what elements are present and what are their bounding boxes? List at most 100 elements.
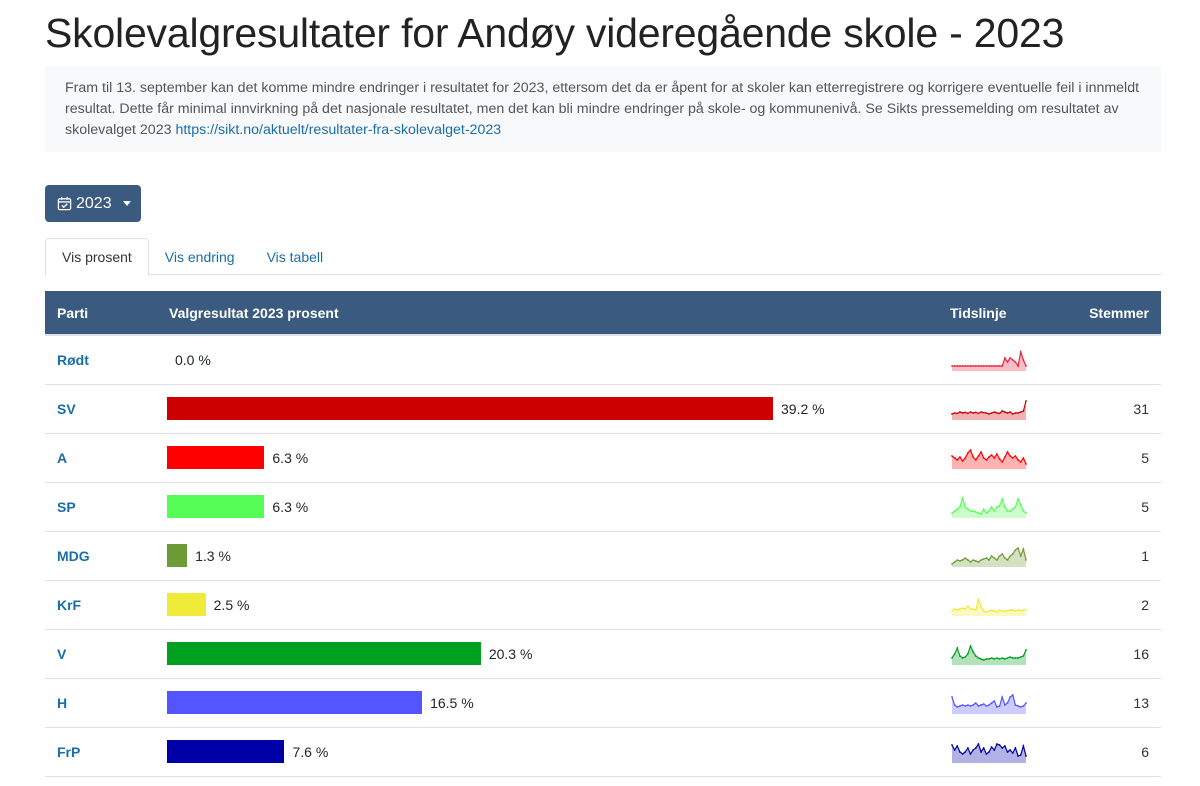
sparkline-point: [990, 656, 993, 659]
sparkline-point: [1011, 456, 1014, 459]
sparkline-point: [964, 556, 967, 559]
sparkline-point: [977, 656, 980, 659]
sparkline-point: [964, 750, 967, 753]
result-bar: [167, 397, 773, 420]
tab-vis-prosent[interactable]: Vis prosent: [45, 238, 149, 276]
sparkline-point: [1019, 410, 1022, 413]
sparkline-point: [985, 556, 988, 559]
sparkline-point: [977, 597, 980, 600]
party-link[interactable]: MDG: [57, 547, 90, 564]
sparkline-area: [952, 743, 1026, 763]
sparkline-point: [964, 607, 967, 610]
sparkline-point: [972, 411, 975, 414]
sparkline-point: [961, 496, 964, 499]
sparkline-point: [1014, 505, 1017, 508]
sparkline-point: [969, 560, 972, 563]
press-release-link[interactable]: https://sikt.no/aktuelt/resultater-fra-s…: [175, 122, 502, 138]
sparkline-point: [974, 559, 977, 562]
table-row: KrF 2.5 % 2: [45, 580, 1161, 630]
page-title: Skolevalgresultater for Andøy videregåen…: [45, 10, 1065, 56]
timeline-sparkline: [951, 349, 1027, 371]
sparkline-point: [998, 412, 1001, 414]
sparkline-point: [972, 650, 975, 653]
sparkline-point: [998, 704, 1001, 707]
result-bar-cell: 1.3 %: [157, 531, 938, 581]
party-link[interactable]: SP: [57, 498, 76, 515]
sparkline-point: [990, 411, 993, 414]
party-link[interactable]: Rødt: [57, 351, 89, 368]
sparkline-point: [998, 457, 1001, 460]
sparkline-point: [956, 507, 959, 510]
party-link[interactable]: KrF: [57, 596, 82, 613]
sparkline-point: [980, 657, 982, 660]
sparkline-point: [956, 646, 959, 649]
party-link[interactable]: FrP: [57, 743, 81, 760]
sparkline-point: [1011, 656, 1014, 659]
sparkline-point: [966, 558, 969, 561]
sparkline-point: [966, 451, 969, 454]
sparkline-point: [964, 704, 967, 707]
sparkline-point: [972, 455, 975, 458]
year-dropdown-button[interactable]: 2023: [45, 185, 141, 222]
sparkline-point: [969, 448, 972, 451]
sparkline-point: [980, 605, 982, 608]
sparkline-point: [1014, 548, 1017, 551]
sparkline-point: [1019, 350, 1022, 353]
sparkline-area: [952, 645, 1026, 665]
sparkline-point: [974, 654, 977, 657]
timeline-sparkline: [951, 546, 1027, 567]
sparkline-point: [990, 554, 993, 557]
sparkline-point: [964, 655, 967, 658]
result-percent-label: 7.6 %: [292, 743, 329, 760]
sparkline-point: [977, 560, 980, 563]
sparkline-point: [964, 411, 967, 413]
sparkline-point: [1011, 552, 1014, 555]
party-link[interactable]: V: [57, 645, 67, 662]
result-bar: [167, 691, 423, 714]
sparkline-point: [1009, 356, 1012, 359]
sparkline-point: [959, 704, 961, 707]
sparkline-point: [985, 458, 988, 461]
sparkline-point: [951, 454, 953, 457]
results-body: Rødt 0.0 % SV 39.2 % 31 A 6.3 % 5 SP 6.3 % 5 MDG 1.3…: [45, 334, 1161, 777]
sparkline-point: [1019, 460, 1022, 463]
sparkline-point: [1001, 656, 1004, 659]
sparkline-point: [953, 703, 956, 706]
tab-vis-endring[interactable]: Vis endring: [164, 248, 235, 265]
sparkline-point: [961, 606, 964, 609]
party-link[interactable]: SV: [57, 400, 76, 417]
sparkline-point: [1022, 409, 1025, 412]
result-percent-label: 39.2 %: [781, 400, 825, 417]
votes-cell: 13: [1068, 678, 1161, 728]
sparkline-point: [988, 703, 990, 706]
sparkline-point: [972, 364, 975, 367]
sparkline-point: [959, 364, 961, 367]
party-link[interactable]: A: [57, 449, 68, 466]
votes-cell: 1: [1068, 531, 1161, 581]
result-bar-cell: 2.5 %: [157, 580, 938, 630]
sparkline-point: [969, 752, 972, 755]
sparkline-point: [959, 410, 961, 413]
sparkline-point: [1006, 750, 1009, 753]
sparkline-point: [1006, 558, 1009, 561]
timeline-sparkline: [951, 643, 1027, 665]
sparkline-point: [953, 652, 956, 655]
sparkline-point: [1006, 450, 1009, 453]
sparkline-point: [996, 610, 998, 613]
sparkline-point: [1009, 608, 1012, 611]
sparkline-point: [980, 512, 982, 515]
sparkline-point: [977, 742, 980, 745]
sparkline-point: [974, 458, 977, 461]
sparkline-point: [982, 658, 985, 661]
votes-cell: [1068, 334, 1161, 385]
sparkline-point: [990, 364, 993, 367]
sparkline-point: [953, 456, 956, 459]
tab-vis-tabell[interactable]: Vis tabell: [266, 248, 324, 265]
sparkline-point: [1011, 358, 1014, 361]
sparkline-point: [969, 607, 972, 610]
sparkline-point: [1003, 703, 1006, 706]
party-link[interactable]: H: [57, 694, 68, 711]
sparkline-point: [998, 743, 1001, 746]
sparkline-point: [1006, 656, 1009, 659]
sparkline-point: [985, 657, 988, 660]
